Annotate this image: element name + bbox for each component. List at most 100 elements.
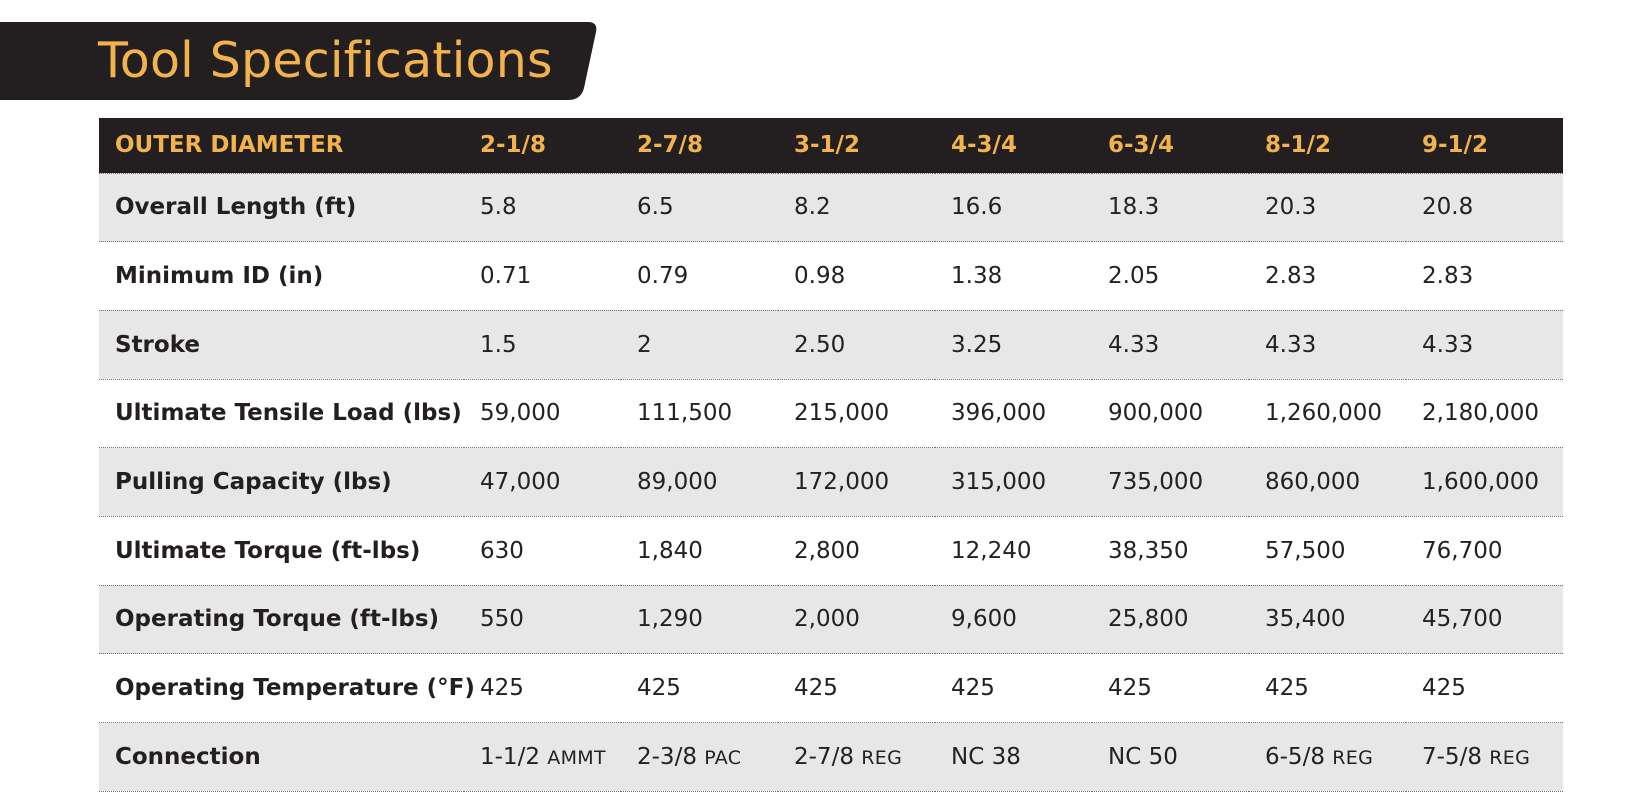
table-cell: 35,400 bbox=[1249, 585, 1406, 655]
table-cell: 4.33 bbox=[1092, 310, 1249, 380]
connection-cell: NC 38 bbox=[935, 722, 1092, 792]
table-cell: 900,000 bbox=[1092, 379, 1249, 449]
table-cell: 860,000 bbox=[1249, 447, 1406, 517]
table-cell: 1.5 bbox=[464, 310, 621, 380]
table-cell: 18.3 bbox=[1092, 173, 1249, 243]
table-row: Overall Length (ft) 5.8 6.5 8.2 16.6 18.3 20.3… bbox=[99, 173, 1563, 243]
table-cell: 38,350 bbox=[1092, 516, 1249, 586]
connection-size: 2-7/8 bbox=[794, 743, 854, 770]
table-cell: 2.05 bbox=[1092, 241, 1249, 311]
table-cell: 0.98 bbox=[778, 241, 935, 311]
connection-size: NC 50 bbox=[1108, 743, 1178, 770]
table-cell: 2,180,000 bbox=[1406, 379, 1563, 449]
table-cell: 2,000 bbox=[778, 585, 935, 655]
table-cell: 172,000 bbox=[778, 447, 935, 517]
connection-cell: 7-5/8 REG bbox=[1406, 722, 1563, 792]
table-cell: 550 bbox=[464, 585, 621, 655]
table-cell: 4.33 bbox=[1406, 310, 1563, 380]
table-cell: 4.33 bbox=[1249, 310, 1406, 380]
table-cell: 20.8 bbox=[1406, 173, 1563, 243]
table-cell: 425 bbox=[935, 653, 1092, 723]
table-cell: 47,000 bbox=[464, 447, 621, 517]
connection-size: 7-5/8 bbox=[1422, 743, 1482, 770]
header-size: 2-7/8 bbox=[621, 118, 778, 174]
table-cell: 2 bbox=[621, 310, 778, 380]
table-cell: 45,700 bbox=[1406, 585, 1563, 655]
table-cell: 20.3 bbox=[1249, 173, 1406, 243]
connection-size: NC 38 bbox=[951, 743, 1021, 770]
title-banner: Tool Specifications bbox=[0, 22, 600, 100]
table-row: Operating Torque (ft-lbs) 550 1,290 2,000 9,… bbox=[99, 585, 1563, 655]
table-cell: 1.38 bbox=[935, 241, 1092, 311]
connection-size: 2-3/8 bbox=[637, 743, 697, 770]
table-cell: 425 bbox=[621, 653, 778, 723]
header-size: 8-1/2 bbox=[1249, 118, 1406, 174]
connection-cell: 2-3/8 PAC bbox=[621, 722, 778, 792]
table-cell: 735,000 bbox=[1092, 447, 1249, 517]
table-row: Operating Temperature (°F) 425 425 425 425 42… bbox=[99, 653, 1563, 723]
table-cell: 89,000 bbox=[621, 447, 778, 517]
table-cell: 1,260,000 bbox=[1249, 379, 1406, 449]
connection-type: REG bbox=[1489, 746, 1531, 769]
table-cell: 9,600 bbox=[935, 585, 1092, 655]
table-row: Ultimate Torque (ft-lbs) 630 1,840 2,800 12,… bbox=[99, 516, 1563, 586]
table-cell: 3.25 bbox=[935, 310, 1092, 380]
table-cell: 12,240 bbox=[935, 516, 1092, 586]
table-row: Stroke 1.5 2 2.50 3.25 4.33 4.33 4.33 bbox=[99, 310, 1563, 380]
table-body: Overall Length (ft) 5.8 6.5 8.2 16.6 18.3 20.3… bbox=[99, 173, 1563, 792]
row-label: Operating Temperature (°F) bbox=[99, 653, 475, 723]
connection-cell: 1-1/2 AMMT bbox=[464, 722, 621, 792]
table-cell: 2.83 bbox=[1249, 241, 1406, 311]
table-row: Minimum ID (in) 0.71 0.79 0.98 1.38 2.05 2.83 2… bbox=[99, 241, 1563, 311]
table-cell: 59,000 bbox=[464, 379, 621, 449]
table-cell: 25,800 bbox=[1092, 585, 1249, 655]
header-size: 2-1/8 bbox=[464, 118, 621, 174]
row-label: Pulling Capacity (lbs) bbox=[99, 447, 464, 517]
header-size: 6-3/4 bbox=[1092, 118, 1249, 174]
table-cell: 6.5 bbox=[621, 173, 778, 243]
table-row: Pulling Capacity (lbs) 47,000 89,000 172,00… bbox=[99, 447, 1563, 517]
connection-type: PAC bbox=[704, 746, 742, 769]
table-cell: 1,600,000 bbox=[1406, 447, 1563, 517]
table-cell: 2.50 bbox=[778, 310, 935, 380]
header-size: 3-1/2 bbox=[778, 118, 935, 174]
title-banner-shape bbox=[0, 22, 597, 100]
table-cell: 76,700 bbox=[1406, 516, 1563, 586]
row-label: Ultimate Torque (ft-lbs) bbox=[99, 516, 464, 586]
table-cell: 2,800 bbox=[778, 516, 935, 586]
table-cell: 425 bbox=[1092, 653, 1249, 723]
table-cell: 396,000 bbox=[935, 379, 1092, 449]
table-cell: 215,000 bbox=[778, 379, 935, 449]
row-label: Operating Torque (ft-lbs) bbox=[99, 585, 464, 655]
connection-cell: 2-7/8 REG bbox=[778, 722, 935, 792]
table-cell: 2.83 bbox=[1406, 241, 1563, 311]
table-cell: 425 bbox=[1406, 653, 1563, 723]
connection-cell: NC 50 bbox=[1092, 722, 1249, 792]
table-cell: 111,500 bbox=[621, 379, 778, 449]
header-size: 9-1/2 bbox=[1406, 118, 1563, 174]
table-cell: 57,500 bbox=[1249, 516, 1406, 586]
connection-size: 6-5/8 bbox=[1265, 743, 1325, 770]
table-cell: 16.6 bbox=[935, 173, 1092, 243]
row-label: Stroke bbox=[99, 310, 464, 380]
table-cell: 315,000 bbox=[935, 447, 1092, 517]
page-title: Tool Specifications bbox=[98, 32, 553, 89]
spec-table: OUTER DIAMETER 2-1/8 2-7/8 3-1/2 4-3/4 6… bbox=[99, 118, 1563, 792]
table-cell: 425 bbox=[1249, 653, 1406, 723]
header-outer-diameter: OUTER DIAMETER bbox=[99, 118, 464, 174]
row-label: Ultimate Tensile Load (lbs) bbox=[99, 379, 464, 449]
table-cell: 0.71 bbox=[464, 241, 621, 311]
table-cell: 425 bbox=[464, 653, 621, 723]
connection-size: 1-1/2 bbox=[480, 743, 540, 770]
table-cell: 425 bbox=[778, 653, 935, 723]
table-cell: 1,840 bbox=[621, 516, 778, 586]
connection-type: REG bbox=[861, 746, 903, 769]
table-header-row: OUTER DIAMETER 2-1/8 2-7/8 3-1/2 4-3/4 6… bbox=[99, 118, 1563, 174]
table-cell: 630 bbox=[464, 516, 621, 586]
table-row: Connection 1-1/2 AMMT 2-3/8 PAC 2-7/8 REG NC… bbox=[99, 722, 1563, 792]
row-label: Overall Length (ft) bbox=[99, 173, 464, 243]
connection-type: AMMT bbox=[547, 746, 606, 769]
row-label: Minimum ID (in) bbox=[99, 241, 464, 311]
header-size: 4-3/4 bbox=[935, 118, 1092, 174]
table-cell: 1,290 bbox=[621, 585, 778, 655]
